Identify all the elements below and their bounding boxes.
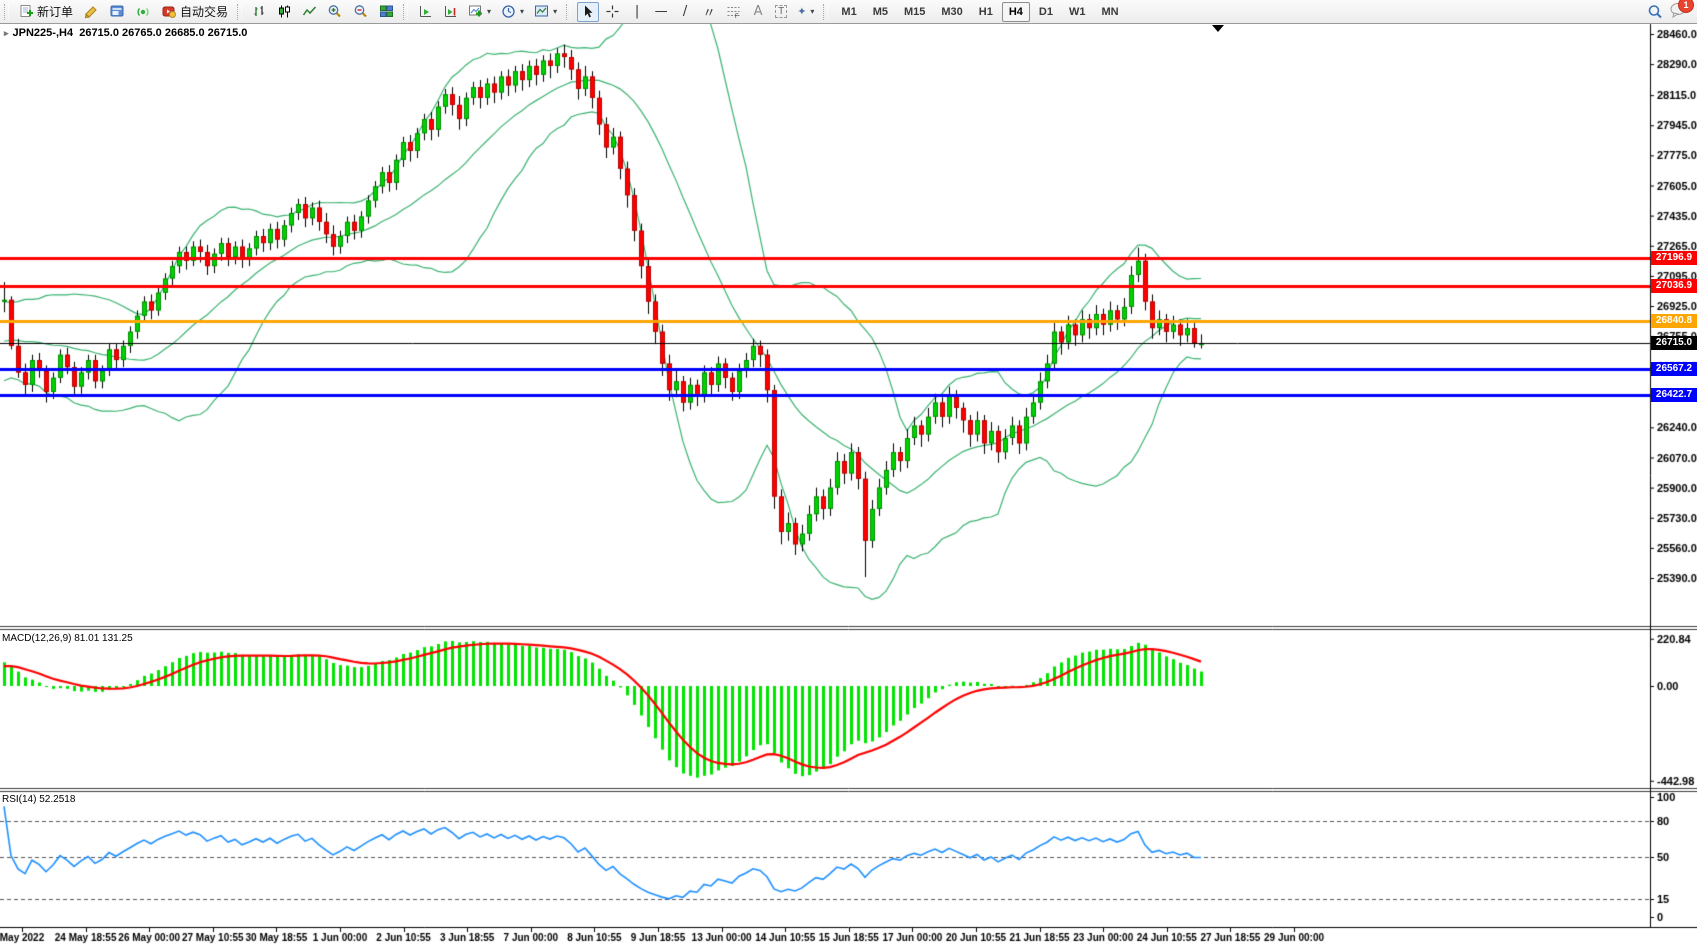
chart-shift-button[interactable] bbox=[439, 2, 462, 22]
dropdown-caret-icon: ▾ bbox=[810, 7, 815, 16]
line-chart-button[interactable] bbox=[298, 2, 321, 22]
new-order-label: 新订单 bbox=[37, 5, 74, 19]
new-chart-icon bbox=[468, 4, 483, 19]
timeframe-m1-button[interactable]: M1 bbox=[834, 2, 863, 22]
tile-windows-icon bbox=[379, 4, 394, 19]
line-chart-icon bbox=[302, 4, 317, 19]
terminal-icon bbox=[109, 4, 125, 19]
svg-text:F: F bbox=[735, 14, 739, 19]
new-chart-button[interactable]: ▾ bbox=[464, 2, 495, 22]
timeframe-w1-button[interactable]: W1 bbox=[1062, 2, 1093, 22]
new-order-button[interactable]: 新订单 bbox=[15, 2, 77, 22]
timeframe-h1-button[interactable]: H1 bbox=[972, 2, 1000, 22]
zoom-out-icon bbox=[353, 4, 369, 19]
crosshair-tool-button[interactable] bbox=[601, 2, 624, 22]
autotrading-label: 自动交易 bbox=[180, 5, 229, 19]
auto-scroll-icon bbox=[418, 4, 433, 19]
chat-notification-badge: 1 bbox=[1678, 0, 1694, 13]
new-order-icon bbox=[19, 4, 34, 19]
zoom-in-button[interactable] bbox=[323, 2, 347, 22]
search-icon bbox=[1647, 4, 1664, 20]
zoom-out-button[interactable] bbox=[349, 2, 373, 22]
tile-windows-button[interactable] bbox=[375, 2, 398, 22]
template-icon bbox=[534, 4, 549, 19]
bar-chart-icon bbox=[252, 4, 267, 19]
toolbar: 新订单 自动交易 bbox=[0, 0, 1697, 24]
chart-shift-icon bbox=[443, 4, 458, 19]
candlestick-chart-button[interactable] bbox=[273, 2, 296, 22]
trendline-tool-button[interactable]: / bbox=[674, 2, 696, 22]
dropdown-caret-icon: ▾ bbox=[520, 7, 525, 16]
toolbar-grip[interactable] bbox=[403, 3, 409, 20]
crosshair-icon bbox=[605, 4, 620, 19]
text-tool-button[interactable]: A bbox=[747, 2, 769, 22]
clock-icon bbox=[501, 4, 516, 19]
terminal-button[interactable] bbox=[105, 2, 129, 22]
timeframe-m5-button[interactable]: M5 bbox=[866, 2, 895, 22]
signals-button[interactable] bbox=[131, 2, 155, 22]
timeframe-m30-button[interactable]: M30 bbox=[934, 2, 969, 22]
toolbar-grip[interactable] bbox=[237, 3, 243, 20]
autotrading-button[interactable]: 自动交易 bbox=[157, 2, 232, 22]
equidistant-channel-icon: 〃 bbox=[702, 6, 716, 21]
timeframe-d1-button[interactable]: D1 bbox=[1032, 2, 1060, 22]
horizontal-line-tool-button[interactable]: — bbox=[650, 2, 672, 22]
trendline-icon: / bbox=[682, 4, 688, 19]
bar-chart-button[interactable] bbox=[248, 2, 271, 22]
toolbar-grip[interactable] bbox=[4, 3, 9, 20]
arrows-icon: ✦ bbox=[797, 6, 807, 18]
toolbar-grip[interactable] bbox=[566, 3, 572, 20]
timeframe-mn-button[interactable]: MN bbox=[1094, 2, 1125, 22]
vertical-line-icon: | bbox=[634, 4, 640, 19]
fibonacci-icon: F bbox=[726, 4, 741, 19]
editor-icon bbox=[83, 4, 99, 19]
templates-button[interactable]: ▾ bbox=[530, 2, 561, 22]
signals-icon bbox=[135, 4, 151, 19]
autotrading-icon bbox=[161, 4, 177, 19]
search-button[interactable] bbox=[1643, 2, 1668, 22]
cursor-tool-button[interactable] bbox=[577, 1, 600, 22]
vertical-line-tool-button[interactable]: | bbox=[626, 2, 648, 22]
timeframe-m15-button[interactable]: M15 bbox=[897, 2, 932, 22]
auto-scroll-button[interactable] bbox=[414, 2, 437, 22]
text-label-tool-button[interactable]: T bbox=[771, 2, 791, 22]
dropdown-caret-icon: ▾ bbox=[553, 7, 558, 16]
horizontal-line-icon: — bbox=[654, 4, 668, 19]
timeframe-h4-button[interactable]: H4 bbox=[1001, 1, 1030, 22]
candlestick-chart-icon bbox=[277, 4, 292, 19]
periods-button[interactable]: ▾ bbox=[497, 2, 528, 22]
text-label-icon: T bbox=[775, 5, 788, 18]
fibonacci-tool-button[interactable]: F bbox=[722, 2, 745, 22]
text-icon: A bbox=[753, 4, 763, 19]
metaeditor-button[interactable] bbox=[79, 2, 103, 22]
dropdown-caret-icon: ▾ bbox=[487, 7, 492, 16]
chat-button[interactable]: 1 bbox=[1669, 0, 1694, 23]
cursor-icon bbox=[581, 4, 595, 19]
zoom-in-icon bbox=[327, 4, 343, 19]
toolbar-grip[interactable] bbox=[823, 3, 829, 20]
channel-tool-button[interactable]: 〃 bbox=[698, 2, 720, 22]
arrows-tool-button[interactable]: ✦ ▾ bbox=[793, 2, 818, 22]
